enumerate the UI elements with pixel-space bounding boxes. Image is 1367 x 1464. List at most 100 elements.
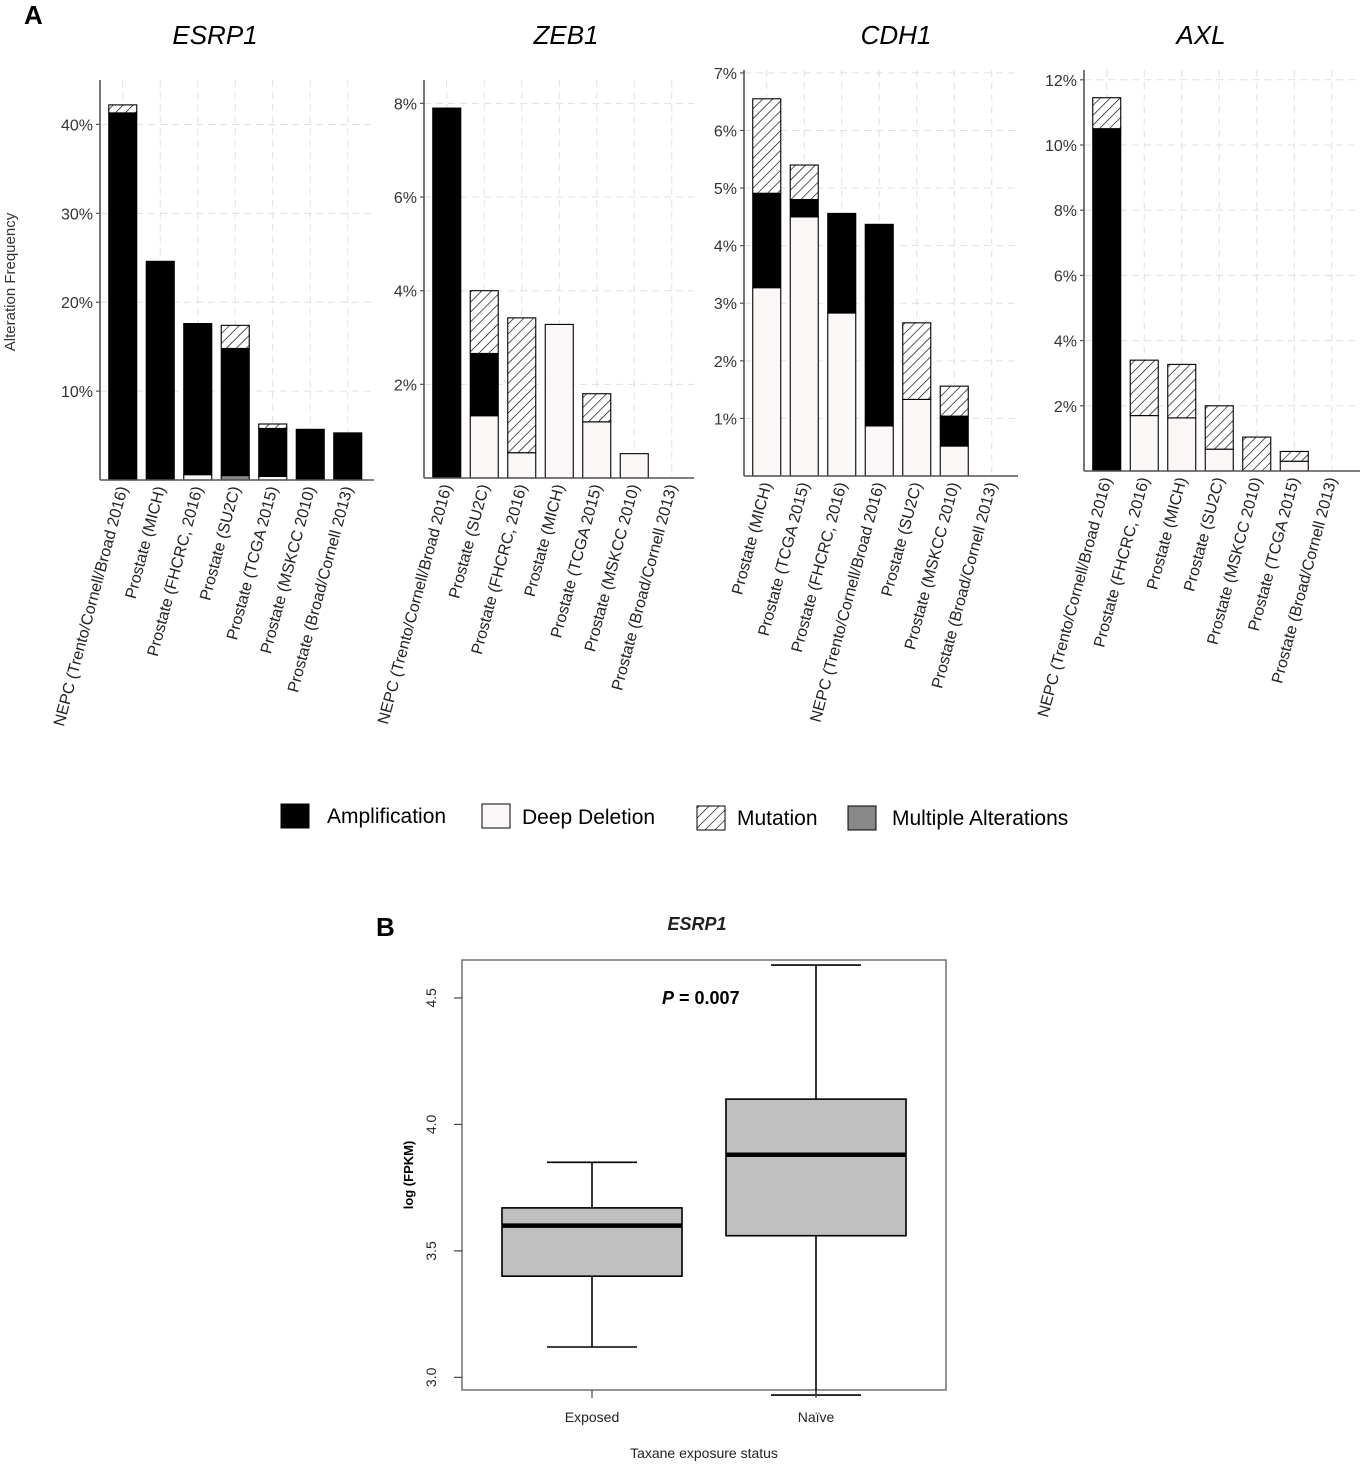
bar-segment-mut bbox=[1167, 363, 1197, 419]
iqr-box bbox=[501, 1207, 683, 1277]
y-tick-label: 4% bbox=[714, 239, 737, 256]
x-tick-label: Prostate (MICH) bbox=[123, 485, 169, 601]
y-tick-label: 5% bbox=[714, 181, 737, 198]
y-tick-label: 7% bbox=[714, 66, 737, 83]
legend-swatch-deep-deletion bbox=[481, 803, 511, 829]
bar-segment-amp bbox=[789, 199, 819, 218]
bar-segment-mut bbox=[1242, 436, 1272, 472]
chart-title: AXL bbox=[1174, 20, 1225, 50]
p-symbol: P bbox=[662, 988, 675, 1008]
x-tick-label: Prostate (SU2C) bbox=[879, 481, 926, 599]
y-tick-label: 40% bbox=[61, 117, 93, 134]
y-tick-label: 2% bbox=[714, 354, 737, 371]
bar-segment-amp bbox=[939, 415, 969, 447]
x-tick-label: Prostate (SU2C) bbox=[197, 485, 244, 603]
x-tick-label: Prostate (MICH) bbox=[1144, 476, 1190, 592]
bar-segment-del bbox=[582, 421, 612, 479]
box-exposed: Exposed bbox=[501, 1161, 683, 1425]
legend-label-mutation: Mutation bbox=[737, 807, 818, 830]
bar-segment-mut bbox=[507, 317, 537, 454]
bar-segment-del bbox=[1167, 417, 1197, 472]
p-value: = 0.007 bbox=[674, 988, 740, 1008]
legend-swatch-amplification bbox=[280, 803, 310, 829]
x-tick-label: NEPC (Trento/Cornell/Broad 2016) bbox=[51, 485, 131, 728]
x-tick-label: NEPC (Trento/Cornell/Broad 2016) bbox=[375, 483, 455, 726]
panel-a-bar-charts: ESRP1 10% 20% 30% 40% NEPC (Trento/Cornell/Br… bbox=[2, 20, 1360, 728]
x-tick-label: NEPC (Trento/Cornell/Broad 2016) bbox=[808, 481, 888, 724]
bar-segment-amp bbox=[827, 212, 857, 314]
chart-title: ZEB1 bbox=[532, 20, 598, 50]
bar-segment-amp bbox=[108, 112, 138, 481]
legend-swatch-mutation bbox=[696, 805, 726, 831]
y-tick-label: 3% bbox=[714, 296, 737, 313]
bar-segment-amp bbox=[469, 352, 499, 417]
y-tick-label: 3.5 bbox=[423, 1241, 439, 1261]
y-tick-label: 4.5 bbox=[423, 988, 439, 1008]
bar-segment-mut bbox=[108, 104, 138, 114]
bar-segment-mut bbox=[469, 290, 499, 354]
bar-segment-mut bbox=[939, 385, 969, 417]
bar-segment-del bbox=[864, 425, 894, 477]
bar-segment-mut bbox=[789, 164, 819, 201]
bar-segment-del bbox=[789, 216, 819, 477]
bar-chart-zeb1: ZEB1 2% 4% 6% 8% NEPC (Trento/Cornell/Broad 2… bbox=[375, 20, 694, 726]
x-tick-label: Prostate (MICH) bbox=[729, 481, 775, 597]
y-tick-label: 1% bbox=[714, 411, 737, 428]
chart-title: CDH1 bbox=[861, 20, 932, 50]
y-tick-label: 10% bbox=[1045, 138, 1077, 155]
legend-label-multiple-alterations: Multiple Alterations bbox=[892, 807, 1068, 830]
chart-title: ESRP1 bbox=[172, 20, 257, 50]
bar-segment-del bbox=[1204, 448, 1234, 472]
x-axis-label: Taxane exposure status bbox=[630, 1445, 778, 1461]
panel-b-box-plot: ESRP1 P = 0.007 3.0 3.5 4.0 4.5 log (FPKM) Expo… bbox=[401, 914, 947, 1461]
y-tick-label: 3.0 bbox=[423, 1367, 439, 1387]
iqr-box bbox=[725, 1098, 907, 1237]
x-tick-label: Exposed bbox=[565, 1409, 619, 1425]
bar-segment-mut bbox=[220, 324, 250, 349]
bar-segment-del bbox=[619, 453, 649, 479]
bar-segment-mut bbox=[1279, 450, 1309, 462]
bar-segment-amp bbox=[145, 260, 175, 481]
y-tick-label: 2% bbox=[1054, 399, 1077, 416]
bar-chart-esrp1: ESRP1 10% 20% 30% 40% NEPC (Trento/Cornell/Br… bbox=[2, 20, 374, 728]
y-tick-label: 4.0 bbox=[423, 1114, 439, 1134]
legend-label-amplification: Amplification bbox=[327, 805, 446, 828]
bar-segment-amp bbox=[183, 323, 213, 476]
y-tick-label: 30% bbox=[61, 206, 93, 223]
bar-segment-del bbox=[507, 452, 537, 479]
y-tick-label: 8% bbox=[394, 96, 417, 113]
bar-segment-del bbox=[939, 445, 969, 477]
y-axis-label: log (FPKM) bbox=[401, 1141, 416, 1210]
bar-segment-mut bbox=[582, 393, 612, 423]
plot-frame bbox=[461, 959, 947, 1391]
y-tick-label: 10% bbox=[61, 384, 93, 401]
bar-segment-del bbox=[1129, 415, 1159, 472]
y-tick-label: 8% bbox=[1054, 203, 1077, 220]
x-tick-label: Prostate (SU2C) bbox=[446, 483, 493, 601]
y-axis-label: Alteration Frequency bbox=[2, 212, 19, 351]
bar-segment-amp bbox=[333, 432, 363, 481]
box-plot-title: ESRP1 bbox=[667, 914, 726, 934]
bar-segment-del bbox=[752, 287, 782, 477]
y-tick-label: 2% bbox=[394, 377, 417, 394]
bar-segment-amp bbox=[1092, 128, 1122, 472]
legend: Amplification Deep Deletion Mutation Mul… bbox=[280, 803, 1068, 831]
bar-segment-mut bbox=[1129, 359, 1159, 417]
legend-swatch-multiple-alterations bbox=[847, 805, 877, 831]
x-tick-label: Prostate (SU2C) bbox=[1181, 476, 1228, 594]
bar-segment-mut bbox=[1092, 97, 1122, 130]
y-tick-label: 4% bbox=[1054, 334, 1077, 351]
bar-segment-del bbox=[469, 415, 499, 479]
x-tick-label: Prostate (MICH) bbox=[522, 483, 568, 599]
panel-b-letter: B bbox=[376, 912, 395, 942]
legend-label-deep-deletion: Deep Deletion bbox=[522, 806, 655, 829]
bar-segment-del bbox=[827, 312, 857, 477]
bar-segment-amp bbox=[432, 107, 462, 479]
bar-segment-mut bbox=[752, 98, 782, 194]
y-tick-label: 6% bbox=[714, 123, 737, 140]
y-tick-label: 20% bbox=[61, 295, 93, 312]
bar-segment-mut bbox=[1204, 405, 1234, 450]
bar-segment-del bbox=[1279, 460, 1309, 472]
